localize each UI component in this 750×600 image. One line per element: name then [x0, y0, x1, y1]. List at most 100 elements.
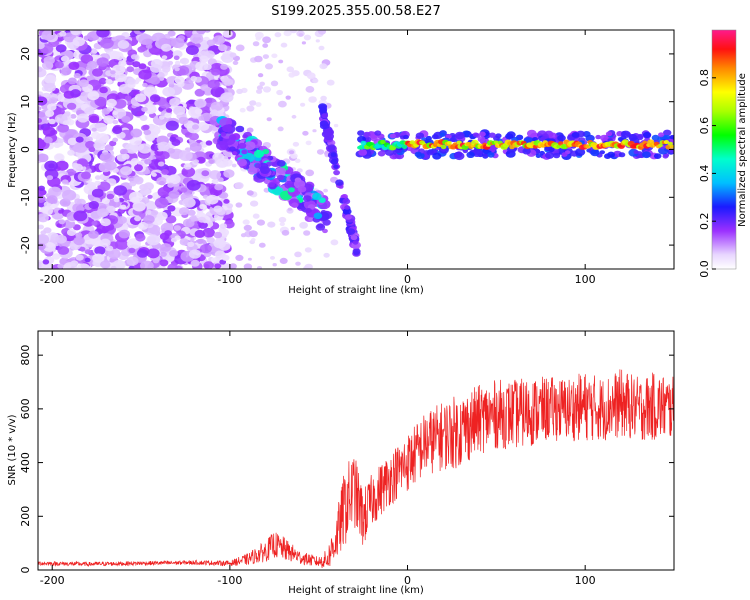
snr-x-label: Height of straight line (km) — [288, 585, 424, 596]
spectrogram-cell — [162, 86, 176, 97]
spectrogram-cell — [55, 44, 67, 53]
spectrogram-cell — [319, 107, 327, 114]
spectrogram-cell — [222, 124, 233, 133]
spectrogram-cell — [187, 209, 196, 216]
spectrogram-cell — [91, 127, 97, 132]
spectrogram-cell — [149, 76, 161, 85]
spectrogram-cell — [651, 134, 660, 141]
spectrogram-cell — [67, 149, 75, 156]
spectrogram-cell — [154, 197, 169, 209]
spectrogram-cell — [320, 95, 327, 101]
spectrogram-cell — [188, 106, 202, 117]
spectrogram-cell — [157, 141, 170, 152]
spectrogram-cell — [220, 132, 227, 137]
spectrogram-cell — [72, 224, 81, 231]
spectrogram-cell — [211, 178, 219, 184]
spectrogram-cell — [130, 128, 143, 138]
spectrogram-cell — [256, 85, 264, 91]
y-tick-label: 0 — [19, 146, 32, 153]
x-tick-label: 0 — [404, 273, 411, 286]
spectrogram-cell — [291, 202, 299, 208]
spectrogram-cell — [333, 164, 339, 169]
spectrogram-cell — [200, 112, 213, 122]
spectrogram-cell — [67, 137, 78, 146]
spectrogram-cell — [111, 36, 117, 41]
spectrogram-cell — [120, 204, 127, 210]
spectrogram-cell — [38, 112, 46, 118]
spectrogram-cell — [669, 144, 674, 149]
spectrogram-cell — [557, 134, 566, 142]
spectrogram-cell — [199, 244, 212, 254]
spectrogram-cell — [66, 102, 77, 110]
spectrogram-cell — [220, 63, 228, 70]
spectrogram-cell — [299, 221, 308, 229]
spectrogram-cell — [267, 221, 276, 228]
spectrogram-cell — [426, 149, 435, 156]
spectrogram-cell — [440, 144, 447, 150]
spectrogram-cell — [137, 46, 146, 53]
spectrogram-cell — [99, 152, 113, 163]
spectrogram-cell — [479, 131, 486, 137]
spectrogram-cell — [162, 66, 171, 73]
spectrogram-cell — [604, 153, 612, 159]
spectrogram-cell — [166, 108, 173, 113]
spectrogram-cell — [229, 146, 236, 152]
spectrogram-cell — [70, 260, 79, 267]
spectrogram-cell — [210, 257, 217, 262]
spectrogram-cell — [187, 241, 195, 247]
spectrogram-cell — [276, 160, 286, 167]
spectrogram-cell — [323, 252, 330, 258]
spectrogram-cell — [88, 230, 99, 239]
spectrogram-cell — [377, 150, 386, 157]
spectrogram-cell — [43, 136, 53, 144]
spectrogram-cell — [38, 118, 42, 124]
spectrogram-cell — [106, 193, 115, 200]
snr-series-line — [38, 369, 674, 568]
spectrogram-cell — [120, 166, 133, 176]
x-tick-label: -200 — [40, 273, 65, 286]
spectrogram-cell — [139, 184, 148, 191]
spectrogram-cell — [135, 77, 142, 82]
spectrogram-cell — [303, 34, 312, 41]
y-tick-label: 20 — [19, 47, 32, 61]
spectrogram-cell — [180, 57, 190, 65]
spectrogram-cell — [117, 111, 125, 118]
spectrogram-cell — [198, 216, 206, 223]
spectrogram-cell — [134, 143, 144, 151]
spectrogram-cell — [658, 143, 663, 148]
spectrogram-cell — [190, 259, 200, 267]
x-tick-label: -200 — [40, 574, 65, 587]
spectrogram-cell — [234, 182, 244, 190]
spectrogram-cell — [262, 54, 269, 59]
spectrogram-cell — [454, 131, 465, 140]
spectrogram-cell — [206, 39, 216, 46]
spectrogram-cell — [126, 66, 134, 73]
spectrogram-cell — [142, 82, 148, 88]
spectrogram-cell — [118, 60, 127, 67]
spectrogram-cell — [270, 80, 279, 87]
spectrogram-cell — [73, 210, 88, 222]
spectrogram-cell — [132, 61, 141, 68]
y-tick-label: 200 — [19, 506, 32, 527]
spectrogram-cell — [303, 195, 312, 202]
spectrogram-cell — [73, 236, 85, 246]
spectrogram-cell — [157, 186, 171, 198]
spectrogram-cell — [248, 230, 258, 238]
spectrogram-cell — [170, 237, 177, 243]
spectrogram-cell — [287, 207, 292, 211]
spectrogram-cell — [133, 176, 144, 185]
colorbar-tick-label: 0.6 — [698, 117, 711, 135]
spectrogram-cell — [243, 224, 252, 231]
spectrogram-cell — [258, 242, 266, 248]
spectrogram-cell — [70, 89, 81, 98]
spectrogram-cell — [128, 247, 136, 254]
spectrogram-cell — [96, 30, 110, 38]
spectrogram-cell — [522, 148, 531, 155]
spectrogram-cell — [97, 181, 111, 192]
spectrogram-cell — [92, 68, 103, 77]
spectrogram-cell — [346, 228, 356, 236]
spectrogram-cell — [256, 89, 263, 94]
spectrogram-cell — [44, 74, 57, 84]
spectrogram-cell — [487, 152, 495, 158]
